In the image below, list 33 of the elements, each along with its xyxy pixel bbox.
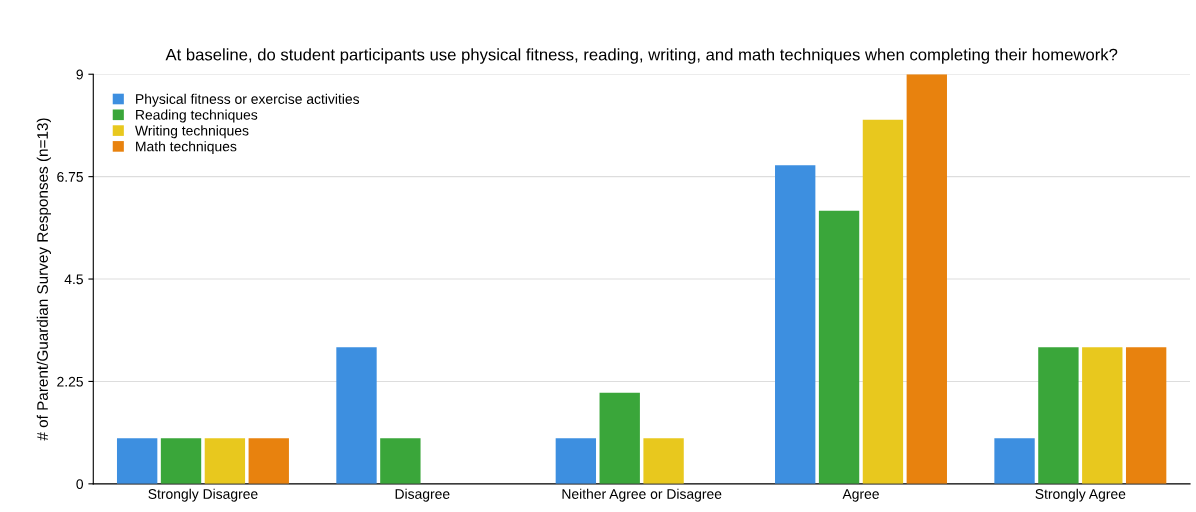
x-tick-label: Strongly Disagree <box>148 488 258 502</box>
legend-label: Math techniques <box>136 141 237 155</box>
bar <box>818 210 860 484</box>
bar <box>599 392 640 484</box>
bar <box>116 438 158 484</box>
legend-label: Physical fitness or exercise activities <box>136 93 360 107</box>
bar <box>380 438 421 484</box>
x-tick-label: Disagree <box>395 488 450 502</box>
y-tick-label: 0 <box>76 479 84 490</box>
bar <box>994 438 1035 484</box>
y-tick-label: 6.75 <box>57 171 83 182</box>
bar <box>906 74 947 484</box>
bar <box>1082 347 1123 484</box>
y-tick-label: 2.25 <box>57 376 83 387</box>
bar <box>336 347 377 484</box>
y-axis-title: # of Parent/Guardian Survey Responses (n=13) <box>36 118 51 441</box>
bar <box>1038 347 1079 484</box>
bar <box>555 438 597 484</box>
bar <box>204 438 246 484</box>
legend-label: Reading techniques <box>136 109 258 123</box>
legend-label: Writing techniques <box>135 125 249 139</box>
x-tick-label: Neither Agree or Disagree <box>562 488 722 502</box>
y-tick-label: 9 <box>76 69 83 80</box>
bar <box>160 438 202 484</box>
bar <box>775 165 816 484</box>
chart-title: At baseline, do student participants use physical fitness, reading, writing, and math techniques when completing their homework? <box>165 48 1118 64</box>
bar <box>248 438 289 484</box>
bar <box>1125 347 1167 484</box>
bar <box>862 119 904 484</box>
y-tick-label: 4.5 <box>64 274 83 285</box>
x-tick-label: Strongly Agree <box>1035 488 1126 502</box>
bar <box>643 438 684 484</box>
x-tick-label: Agree <box>842 489 879 502</box>
